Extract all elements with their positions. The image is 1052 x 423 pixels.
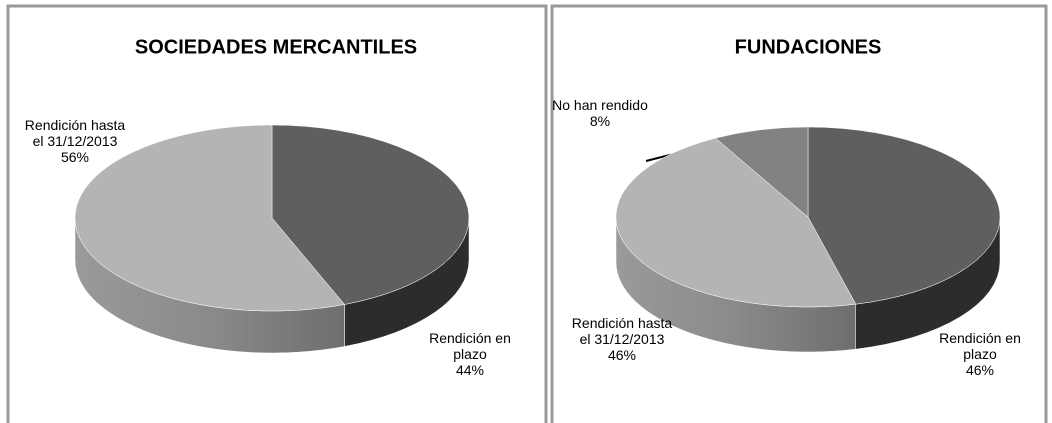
label-value: 56% — [60, 149, 90, 165]
chart-title: SOCIEDADES MERCANTILES — [135, 36, 417, 58]
slice — [615, 137, 857, 308]
label-name: Rendición en plazo — [939, 330, 1021, 362]
label-value: 44% — [455, 362, 485, 378]
data-label: Rendición hasta el 31/12/2013 46% — [567, 315, 677, 363]
slice — [271, 124, 470, 305]
label-name: Rendición hasta el 31/12/2013 — [24, 117, 126, 149]
data-label: No han rendido 8% — [545, 97, 655, 129]
slice — [807, 126, 1001, 305]
label-name: Rendición en plazo — [429, 330, 511, 362]
label-name: Rendición hasta el 31/12/2013 — [571, 315, 673, 347]
label-value: 8% — [589, 113, 611, 129]
label-name: No han rendido — [552, 97, 648, 113]
data-label: Rendición en plazo 44% — [415, 330, 525, 378]
data-label: Rendición hasta el 31/12/2013 56% — [20, 117, 130, 165]
slice — [714, 126, 809, 218]
slice — [74, 124, 345, 312]
label-value: 46% — [965, 362, 995, 378]
panel-frame — [6, 4, 548, 423]
panel-frame — [550, 4, 1048, 423]
chart-title: FUNDACIONES — [735, 36, 882, 58]
label-value: 46% — [607, 347, 637, 363]
data-label: Rendición en plazo 46% — [925, 330, 1035, 378]
